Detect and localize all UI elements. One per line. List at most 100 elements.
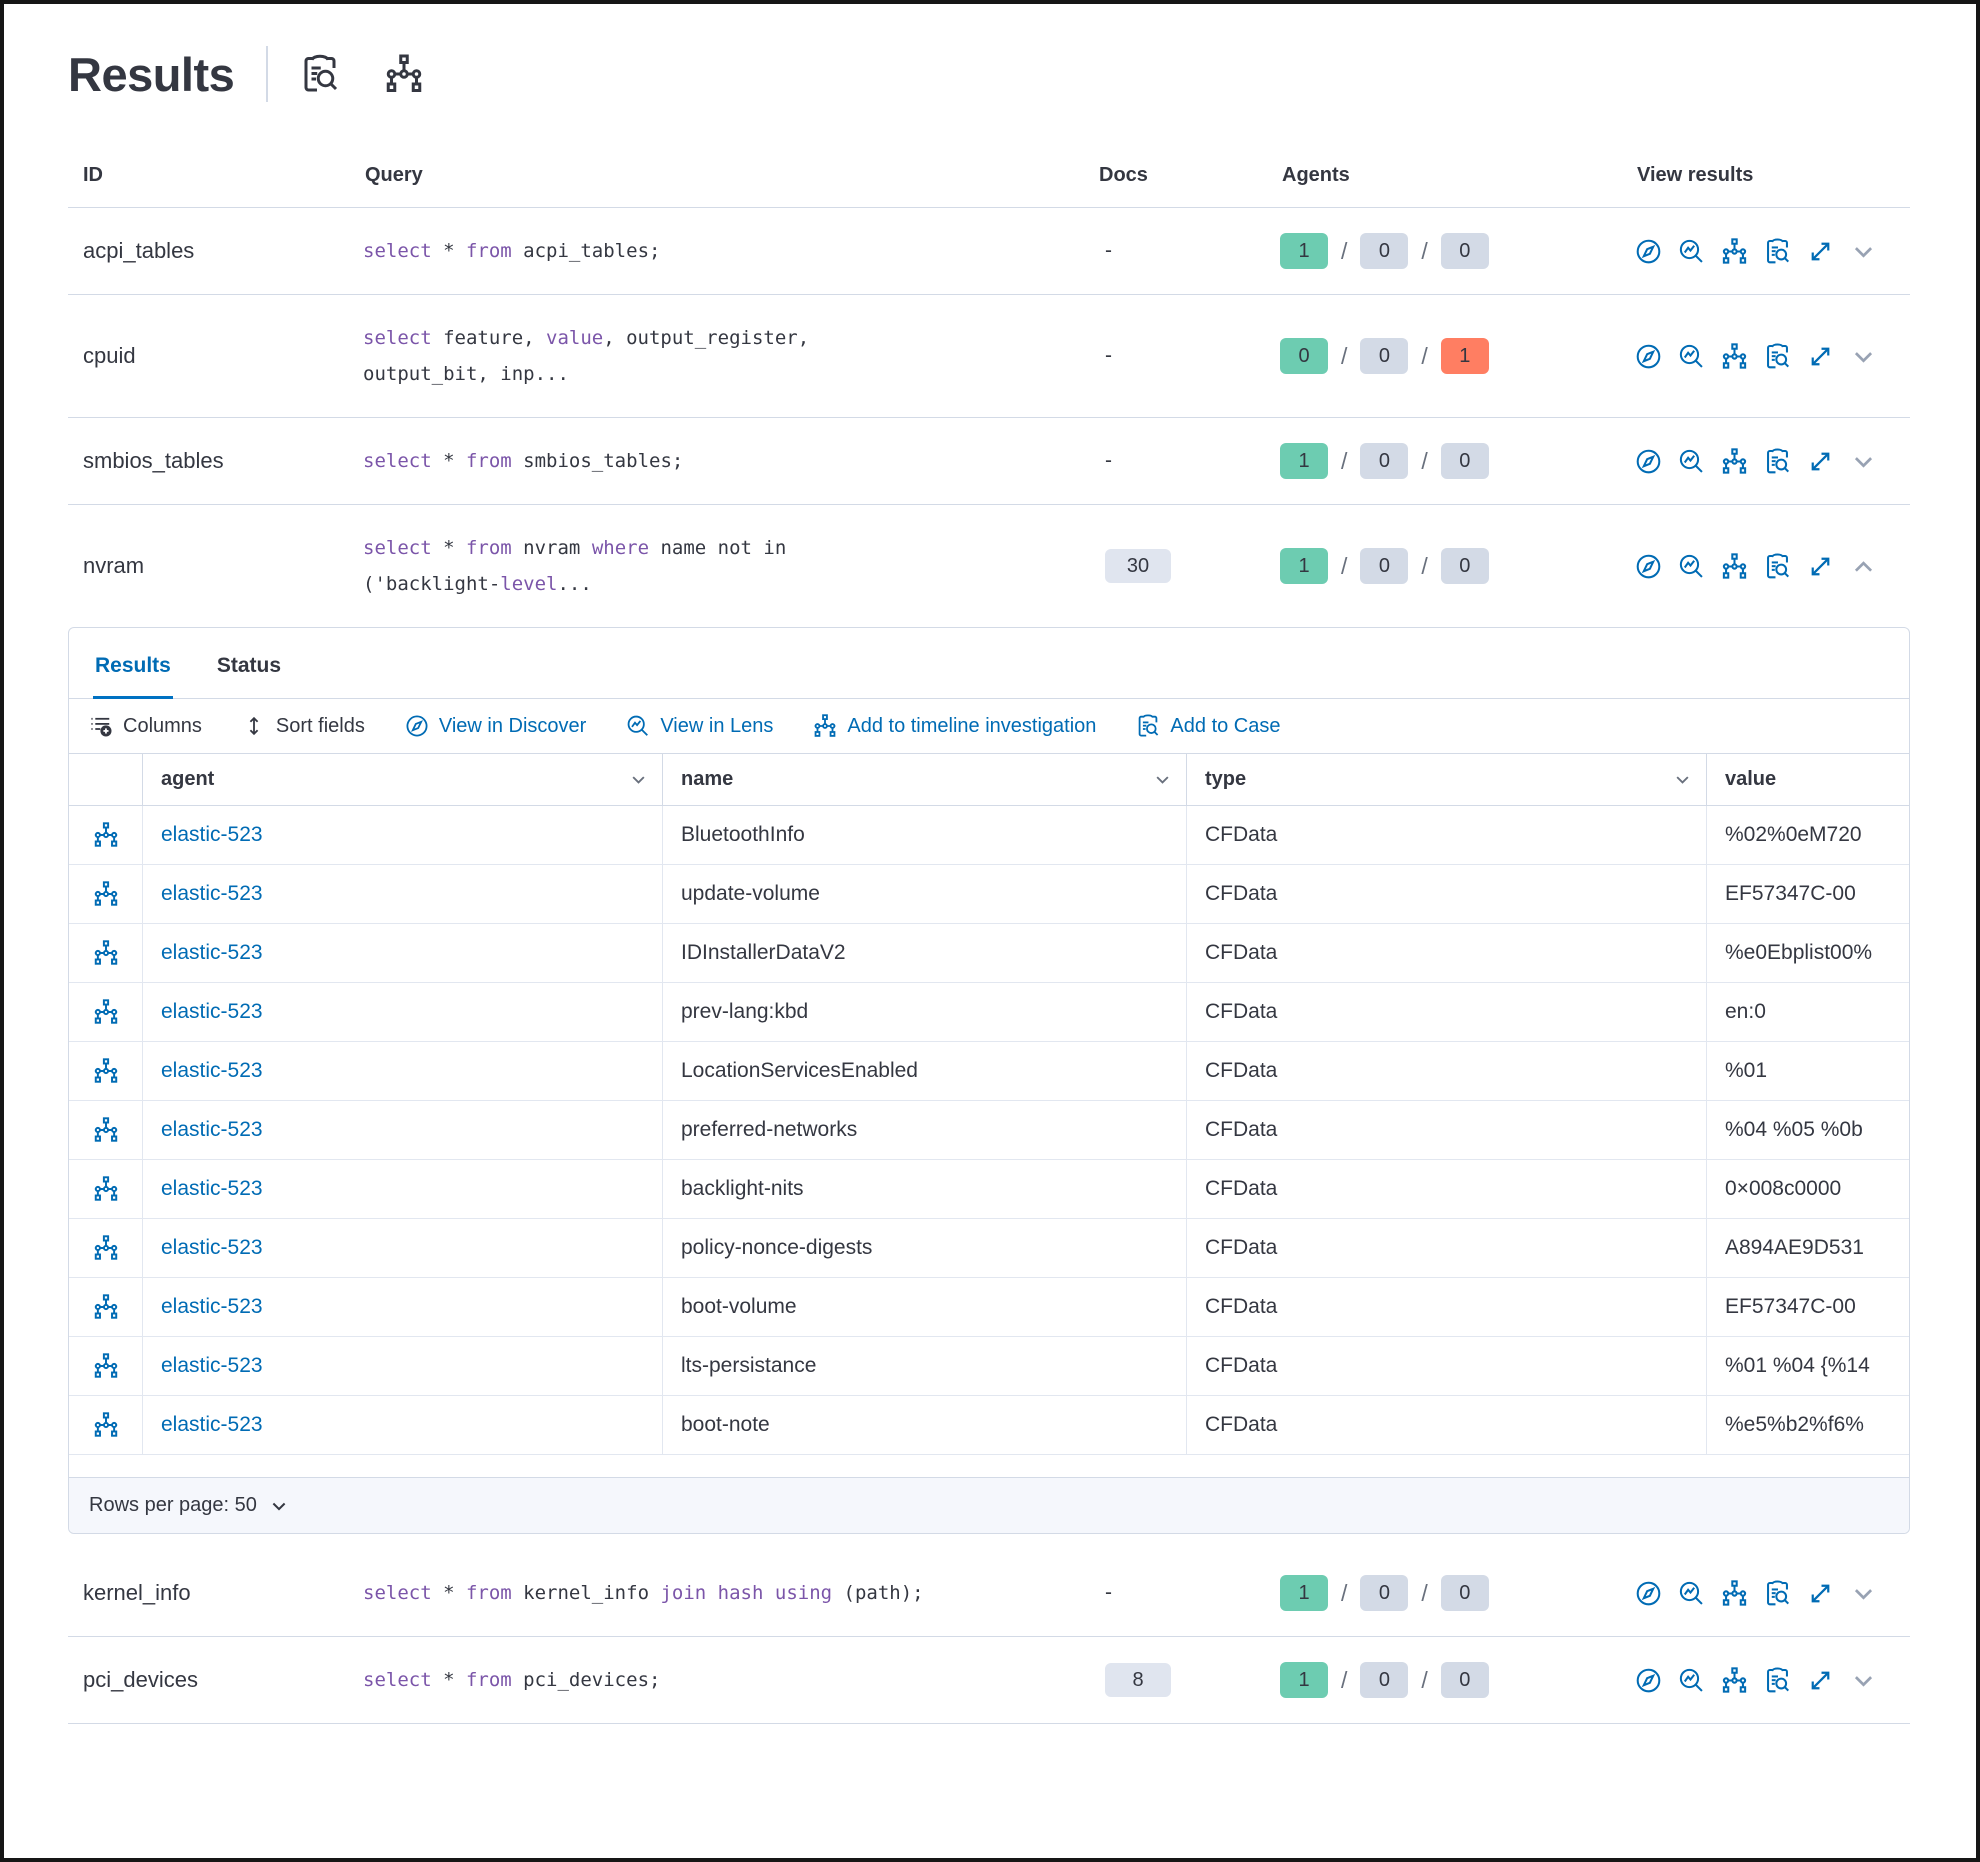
chevron-down-icon[interactable] — [1850, 448, 1877, 475]
grid-col-type[interactable]: type — [1187, 754, 1707, 806]
view-results-actions — [1635, 553, 1910, 580]
docs-value: - — [1105, 1581, 1112, 1604]
grid-col-actions — [69, 754, 143, 806]
add-to-case-icon[interactable] — [1764, 238, 1791, 265]
agents-pending-badge: 0 — [1360, 1662, 1409, 1698]
view-in-discover-icon[interactable] — [1635, 343, 1662, 370]
chevron-down-icon[interactable] — [1153, 770, 1172, 789]
agent-link[interactable]: elastic-523 — [161, 823, 263, 846]
agent-link[interactable]: elastic-523 — [161, 1059, 263, 1082]
grid-col-name[interactable]: name — [663, 754, 1187, 806]
add-to-case-icon[interactable] — [1764, 343, 1791, 370]
grid-row: elastic-523 policy-nonce-digests CFData … — [69, 1219, 1909, 1278]
add-to-case-icon[interactable] — [1764, 448, 1791, 475]
add-to-timeline-icon[interactable] — [1721, 238, 1748, 265]
view-in-lens-icon[interactable] — [1678, 238, 1705, 265]
timeline-tree-icon[interactable] — [93, 1353, 119, 1379]
timeline-tree-icon[interactable] — [93, 1117, 119, 1143]
view-in-discover-icon[interactable] — [1635, 1667, 1662, 1694]
chevron-up-icon[interactable] — [1850, 553, 1877, 580]
timeline-tree-icon[interactable] — [93, 940, 119, 966]
view-in-discover-icon[interactable] — [1635, 238, 1662, 265]
agent-link[interactable]: elastic-523 — [161, 882, 263, 905]
view-in-lens-icon[interactable] — [1678, 553, 1705, 580]
view-results-actions — [1635, 1667, 1910, 1694]
tab-status[interactable]: Status — [216, 654, 282, 677]
timeline-tree-icon[interactable] — [93, 881, 119, 907]
agent-link[interactable]: elastic-523 — [161, 1413, 263, 1436]
docs-value: - — [1105, 344, 1112, 367]
queries-table-header: ID Query Docs Agents View results — [68, 156, 1910, 208]
agent-link[interactable]: elastic-523 — [161, 1236, 263, 1259]
timeline-tree-icon[interactable] — [93, 822, 119, 848]
query-row-pci-devices: pci_devices select * from pci_devices; 8… — [68, 1637, 1910, 1724]
agents-pending-badge: 0 — [1360, 443, 1409, 479]
expand-icon[interactable] — [1807, 1580, 1834, 1607]
rows-per-page[interactable]: Rows per page: 50 — [69, 1477, 1909, 1533]
query-row-smbios-tables: smbios_tables select * from smbios_table… — [68, 418, 1910, 505]
chevron-down-icon[interactable] — [629, 770, 648, 789]
add-to-case-icon[interactable] — [1764, 553, 1791, 580]
view-in-lens-icon[interactable] — [1678, 448, 1705, 475]
add-to-case-button[interactable]: Add to Case — [1136, 714, 1281, 738]
query-sql: select * from smbios_tables; — [363, 450, 684, 472]
chevron-down-icon[interactable] — [1850, 238, 1877, 265]
view-in-discover-icon[interactable] — [1635, 448, 1662, 475]
expand-icon[interactable] — [1807, 238, 1834, 265]
agent-link[interactable]: elastic-523 — [161, 1295, 263, 1318]
agent-link[interactable]: elastic-523 — [161, 1000, 263, 1023]
view-in-lens-icon[interactable] — [1678, 343, 1705, 370]
query-id: smbios_tables — [83, 448, 224, 473]
cell-name: prev-lang:kbd — [663, 983, 1187, 1042]
chevron-down-icon[interactable] — [1673, 770, 1692, 789]
view-in-lens-icon[interactable] — [1678, 1667, 1705, 1694]
tab-results[interactable]: Results — [93, 628, 173, 699]
inspect-icon[interactable] — [300, 54, 340, 94]
add-to-timeline-icon[interactable] — [1721, 343, 1748, 370]
add-to-case-icon[interactable] — [1764, 1580, 1791, 1607]
agent-link[interactable]: elastic-523 — [161, 1177, 263, 1200]
timeline-tree-icon[interactable] — [93, 1235, 119, 1261]
sort-fields-button[interactable]: Sort fields — [242, 714, 365, 738]
add-to-timeline-button[interactable]: Add to timeline investigation — [813, 714, 1096, 738]
chevron-down-icon[interactable] — [1850, 1667, 1877, 1694]
expand-icon[interactable] — [1807, 1667, 1834, 1694]
timeline-tree-icon[interactable] — [93, 999, 119, 1025]
grid-row: elastic-523 IDInstallerDataV2 CFData %e0… — [69, 924, 1909, 983]
view-in-lens-button[interactable]: View in Lens — [626, 714, 773, 738]
expand-icon[interactable] — [1807, 553, 1834, 580]
add-to-timeline-icon[interactable] — [1721, 1667, 1748, 1694]
timeline-tree-icon[interactable] — [384, 54, 424, 94]
timeline-tree-icon[interactable] — [93, 1176, 119, 1202]
add-to-case-icon[interactable] — [1764, 1667, 1791, 1694]
add-to-timeline-icon[interactable] — [1721, 553, 1748, 580]
view-in-lens-icon[interactable] — [1678, 1580, 1705, 1607]
view-results-actions — [1635, 238, 1910, 265]
agent-link[interactable]: elastic-523 — [161, 1354, 263, 1377]
view-in-discover-label: View in Discover — [438, 714, 587, 737]
cell-value: 0×008c0000 — [1707, 1160, 1909, 1219]
grid-col-agent[interactable]: agent — [143, 754, 663, 806]
add-to-timeline-icon[interactable] — [1721, 1580, 1748, 1607]
view-in-discover-button[interactable]: View in Discover — [405, 714, 586, 738]
header-divider — [266, 46, 269, 102]
agents-ok-badge: 1 — [1280, 233, 1328, 269]
query-sql: select * from acpi_tables; — [363, 240, 661, 262]
slash: / — [1341, 342, 1348, 369]
timeline-tree-icon[interactable] — [93, 1412, 119, 1438]
chevron-down-icon[interactable] — [1850, 343, 1877, 370]
agent-link[interactable]: elastic-523 — [161, 1118, 263, 1141]
agent-link[interactable]: elastic-523 — [161, 941, 263, 964]
timeline-tree-icon[interactable] — [93, 1294, 119, 1320]
columns-button[interactable]: Columns — [89, 714, 202, 738]
expand-icon[interactable] — [1807, 343, 1834, 370]
expand-icon[interactable] — [1807, 448, 1834, 475]
add-to-timeline-icon[interactable] — [1721, 448, 1748, 475]
queries-table: ID Query Docs Agents View results acpi_t… — [68, 156, 1910, 1724]
col-agents: Agents — [1282, 164, 1350, 186]
view-in-discover-icon[interactable] — [1635, 553, 1662, 580]
chevron-down-icon[interactable] — [1850, 1580, 1877, 1607]
grid-col-value[interactable]: value — [1707, 754, 1909, 806]
timeline-tree-icon[interactable] — [93, 1058, 119, 1084]
view-in-discover-icon[interactable] — [1635, 1580, 1662, 1607]
